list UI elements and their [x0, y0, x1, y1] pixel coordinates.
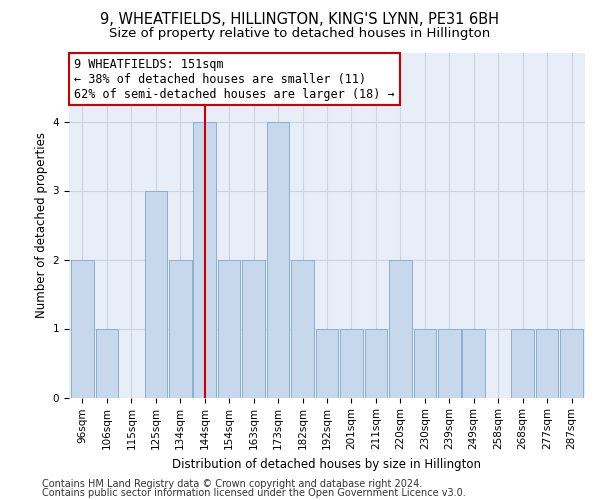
Bar	[438, 328, 461, 398]
Bar	[511, 328, 534, 398]
Text: Size of property relative to detached houses in Hillington: Size of property relative to detached ho…	[109, 28, 491, 40]
Bar	[242, 260, 265, 398]
Bar	[291, 260, 314, 398]
Bar	[218, 260, 241, 398]
Text: Contains public sector information licensed under the Open Government Licence v3: Contains public sector information licen…	[42, 488, 466, 498]
Text: 9 WHEATFIELDS: 151sqm
← 38% of detached houses are smaller (11)
62% of semi-deta: 9 WHEATFIELDS: 151sqm ← 38% of detached …	[74, 58, 395, 100]
Bar	[340, 328, 363, 398]
Bar	[316, 328, 338, 398]
Bar	[463, 328, 485, 398]
Text: 9, WHEATFIELDS, HILLINGTON, KING'S LYNN, PE31 6BH: 9, WHEATFIELDS, HILLINGTON, KING'S LYNN,…	[101, 12, 499, 28]
Bar	[536, 328, 559, 398]
Bar	[71, 260, 94, 398]
Bar	[389, 260, 412, 398]
Bar	[560, 328, 583, 398]
Bar	[169, 260, 191, 398]
X-axis label: Distribution of detached houses by size in Hillington: Distribution of detached houses by size …	[173, 458, 482, 470]
Bar	[193, 122, 216, 398]
Text: Contains HM Land Registry data © Crown copyright and database right 2024.: Contains HM Land Registry data © Crown c…	[42, 479, 422, 489]
Y-axis label: Number of detached properties: Number of detached properties	[35, 132, 49, 318]
Bar	[145, 190, 167, 398]
Bar	[413, 328, 436, 398]
Bar	[365, 328, 387, 398]
Bar	[95, 328, 118, 398]
Bar	[267, 122, 289, 398]
